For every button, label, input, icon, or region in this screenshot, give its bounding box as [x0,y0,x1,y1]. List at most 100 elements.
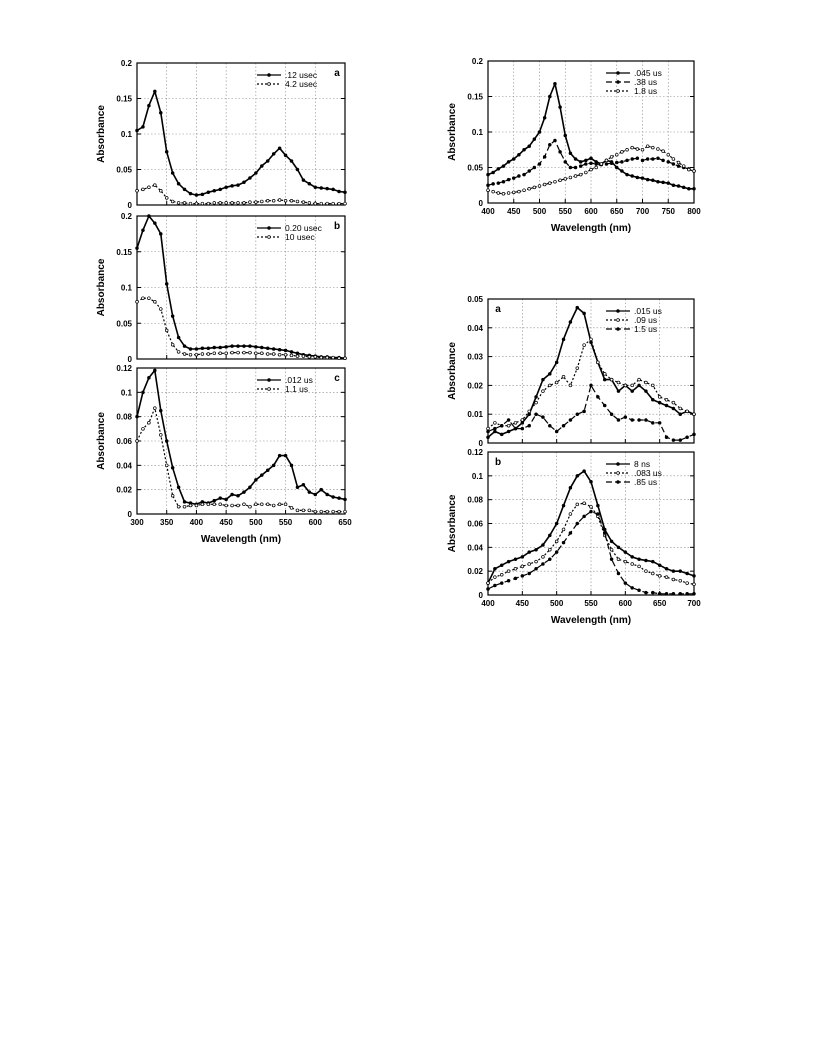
y-tick-label: 0.02 [116,486,132,495]
data-point [289,506,294,510]
data-point [283,153,288,158]
data-point [589,167,593,172]
data-point [578,172,583,177]
x-tick-label: 550 [559,207,573,216]
legend-marker [267,73,271,77]
data-point [542,116,547,120]
data-point [630,157,634,161]
data-point [224,201,228,205]
data-point [575,502,580,507]
data-point [644,389,648,393]
data-point [194,193,199,197]
data-point [553,81,557,86]
data-point [200,346,205,351]
x-tick-label: 500 [533,207,547,216]
data-point [283,198,288,203]
data-point [589,161,593,165]
x-tick-label: 450 [219,518,233,527]
data-point [671,162,676,166]
legend-label: 8 ns [634,459,650,469]
data-point [589,337,593,342]
data-point [313,492,318,497]
data-point [301,200,306,204]
data-point [153,368,157,373]
data-point [271,347,276,351]
data-point [520,555,525,559]
data-point [671,592,676,596]
data-point [671,438,676,442]
data-point [522,188,526,192]
data-point [506,429,511,434]
data-point [563,160,567,164]
data-point [582,514,586,519]
data-point [534,395,538,399]
data-point [609,377,614,382]
legend-marker [616,318,620,322]
data-point [493,583,497,588]
y-tick-label: 0.2 [472,57,484,66]
series-line [136,90,346,196]
data-point [517,174,521,178]
data-point [548,423,552,428]
x-axis-title: Wavelength (nm) [551,223,631,234]
data-point [307,490,312,494]
data-point [681,185,686,190]
data-point [589,156,593,161]
panel-label: c [334,373,340,384]
data-point [265,198,270,203]
data-point [135,128,139,133]
y-tick-label: 0.05 [467,295,483,304]
data-point [517,189,521,194]
data-point [630,418,634,422]
data-point [561,423,566,428]
data-point [534,400,538,405]
legend-marker [616,89,620,93]
data-point [141,296,145,300]
data-point [337,201,341,206]
data-point [141,125,145,129]
data-point [159,307,163,311]
data-point [289,159,294,163]
data-point [625,172,629,177]
data-point [493,575,497,579]
y-tick-label: 0.1 [472,128,484,137]
data-point [188,503,193,508]
data-point [295,167,300,172]
data-point [582,343,586,347]
data-point [623,415,628,419]
data-point [182,187,187,192]
data-point [578,164,583,168]
series-2 [486,509,696,596]
data-point [541,377,545,382]
legend-marker [267,82,271,86]
legend-label: .045 us [634,68,662,78]
data-point [265,352,270,356]
data-point [218,496,222,500]
data-point [563,133,567,138]
data-point [331,509,335,514]
data-point [568,151,573,156]
data-point [331,495,335,499]
data-point [486,183,490,188]
data-point [620,150,624,154]
data-point [319,186,323,190]
data-point [548,143,552,147]
data-point [224,345,228,349]
data-point [692,169,696,173]
data-point [664,435,669,439]
data-point [283,502,288,507]
data-point [230,184,234,188]
y-tick-label: 0 [479,199,484,208]
data-point [194,201,199,206]
data-point [687,187,691,191]
x-tick-label: 400 [481,599,495,608]
data-point [135,189,139,193]
data-point [141,187,145,192]
data-point [135,300,139,304]
data-point [596,503,600,508]
series-1 [135,406,347,514]
data-point [692,574,696,578]
chart-panel-3: 0 0.05 0.1 0.15 0.2 400 450 500 550 600 650 700 750 8… [447,57,701,234]
data-point [511,176,516,180]
data-point [553,179,557,184]
